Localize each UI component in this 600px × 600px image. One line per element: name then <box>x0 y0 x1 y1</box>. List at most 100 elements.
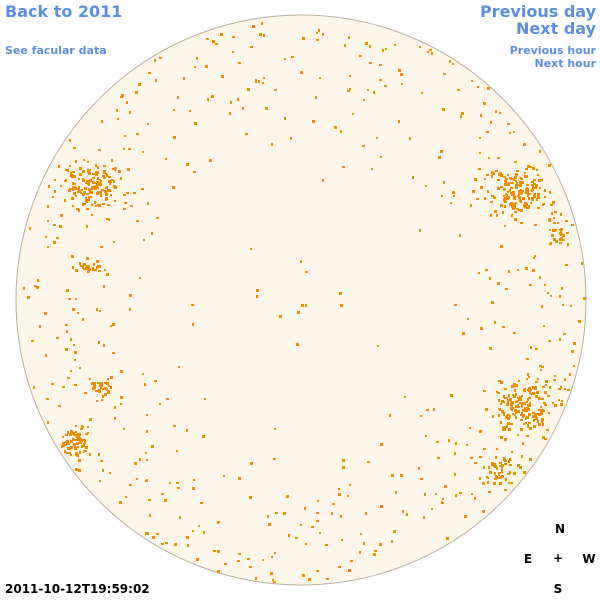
facula-mark <box>564 378 566 381</box>
facula-mark <box>527 194 529 197</box>
facula-mark <box>271 556 273 558</box>
facula-mark <box>194 122 197 125</box>
facula-mark <box>196 558 199 561</box>
facula-mark <box>539 187 541 189</box>
facula-mark <box>275 512 278 514</box>
facula-mark <box>529 402 531 405</box>
facula-mark <box>501 467 503 470</box>
facula-mark <box>74 446 76 449</box>
facula-mark <box>531 189 534 191</box>
facula-mark <box>127 168 130 171</box>
facula-mark <box>515 173 518 176</box>
facula-mark <box>528 197 530 200</box>
facula-mark <box>514 161 517 163</box>
facula-mark <box>85 197 87 200</box>
facula-mark <box>194 66 196 68</box>
previous-day-link[interactable]: Previous day <box>479 2 596 21</box>
facula-mark <box>552 201 555 204</box>
facula-mark <box>555 240 558 243</box>
facula-mark <box>486 476 488 478</box>
facula-mark <box>526 191 529 194</box>
facula-mark <box>51 383 54 385</box>
facula-mark <box>268 523 271 526</box>
see-facular-data-link[interactable]: See facular data <box>5 44 107 57</box>
facula-mark <box>213 550 216 552</box>
facula-mark <box>542 204 544 206</box>
facula-mark <box>438 156 441 159</box>
facula-mark <box>502 429 504 431</box>
facula-mark <box>348 569 351 572</box>
facula-mark <box>500 204 503 207</box>
previous-hour-link[interactable]: Previous hour <box>509 44 596 57</box>
facula-mark <box>215 43 218 45</box>
facula-mark <box>165 542 168 544</box>
facula-mark <box>207 98 209 101</box>
facula-mark <box>365 512 367 515</box>
facula-mark <box>520 222 523 224</box>
facula-mark <box>86 225 88 228</box>
facula-mark <box>112 168 114 170</box>
facula-mark <box>497 187 500 190</box>
facula-mark <box>109 183 111 185</box>
facula-mark <box>503 176 506 178</box>
facula-mark <box>304 507 306 510</box>
facula-mark <box>221 75 224 78</box>
facula-mark <box>98 204 101 207</box>
facula-mark <box>433 408 435 411</box>
facula-mark <box>532 186 534 189</box>
facula-mark <box>65 444 67 446</box>
facula-mark <box>412 176 414 179</box>
facula-mark <box>64 450 66 453</box>
facula-mark <box>531 197 534 199</box>
facula-mark <box>517 269 519 271</box>
facula-mark <box>58 165 60 168</box>
facula-mark <box>516 170 519 172</box>
facula-mark <box>538 409 541 411</box>
facula-mark <box>363 99 365 101</box>
facula-mark <box>373 91 375 94</box>
facula-mark <box>509 415 511 418</box>
facula-mark <box>212 40 215 43</box>
facula-mark <box>527 409 530 411</box>
facula-mark <box>548 219 551 222</box>
facula-mark <box>89 179 92 182</box>
facula-mark <box>499 408 501 411</box>
facula-mark <box>534 413 537 416</box>
facula-mark <box>99 182 101 184</box>
facula-mark <box>85 182 88 184</box>
facula-mark <box>77 433 80 435</box>
facula-mark <box>237 98 239 101</box>
facula-mark <box>480 186 483 189</box>
facula-mark <box>504 388 507 390</box>
facula-mark <box>515 175 517 177</box>
next-day-link[interactable]: Next day <box>516 19 596 38</box>
facula-mark <box>103 165 106 167</box>
facula-mark <box>541 179 543 181</box>
next-hour-link[interactable]: Next hour <box>534 57 597 70</box>
facula-mark <box>109 472 111 474</box>
facula-mark <box>89 453 91 456</box>
facula-mark <box>339 292 342 295</box>
facula-mark <box>300 71 303 74</box>
facula-mark <box>136 220 139 222</box>
facula-mark <box>200 502 203 504</box>
facula-mark <box>483 390 486 392</box>
facula-mark <box>85 446 88 449</box>
facula-mark <box>82 203 84 206</box>
facula-mark <box>537 420 539 423</box>
facula-mark <box>105 197 108 200</box>
facula-mark <box>76 208 79 210</box>
facula-mark <box>78 435 80 438</box>
back-to-year-link[interactable]: Back to 2011 <box>5 2 123 21</box>
facula-mark <box>571 350 574 353</box>
facula-mark <box>117 118 119 120</box>
facula-mark <box>107 378 109 380</box>
facula-mark <box>532 412 535 414</box>
facula-mark <box>528 397 531 399</box>
facula-mark <box>524 202 527 205</box>
facula-mark <box>71 255 74 258</box>
facula-mark <box>118 170 121 173</box>
facula-mark <box>177 96 179 99</box>
facula-mark <box>77 442 80 444</box>
facula-mark <box>497 392 500 394</box>
